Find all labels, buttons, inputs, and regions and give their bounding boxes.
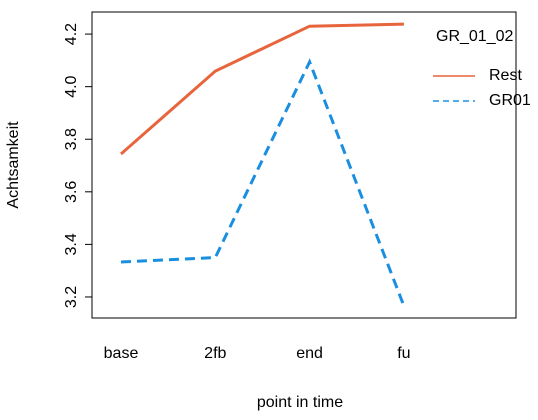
- legend-title: GR_01_02: [436, 28, 513, 45]
- x-tick-label: end: [296, 345, 323, 362]
- y-tick-label: 3.2: [63, 286, 80, 308]
- legend-label: Rest: [489, 67, 522, 84]
- plot-frame: [91, 11, 517, 319]
- x-tick-label: base: [104, 345, 139, 362]
- y-axis-label: Achtsamkeit: [5, 121, 22, 209]
- series-line: [120, 22, 404, 156]
- x-tick-label: 2fb: [204, 345, 226, 362]
- y-tick-label: 4.0: [63, 75, 80, 97]
- y-tick-label: 3.6: [63, 181, 80, 203]
- series-line: [120, 58, 406, 307]
- x-tick-label: fu: [397, 345, 410, 362]
- x-axis-label: point in time: [257, 394, 343, 411]
- legend-label: GR01: [489, 92, 531, 109]
- y-tick-label: 3.8: [63, 128, 80, 150]
- y-tick-label: 4.2: [63, 23, 80, 45]
- y-tick-label: 3.4: [63, 233, 80, 255]
